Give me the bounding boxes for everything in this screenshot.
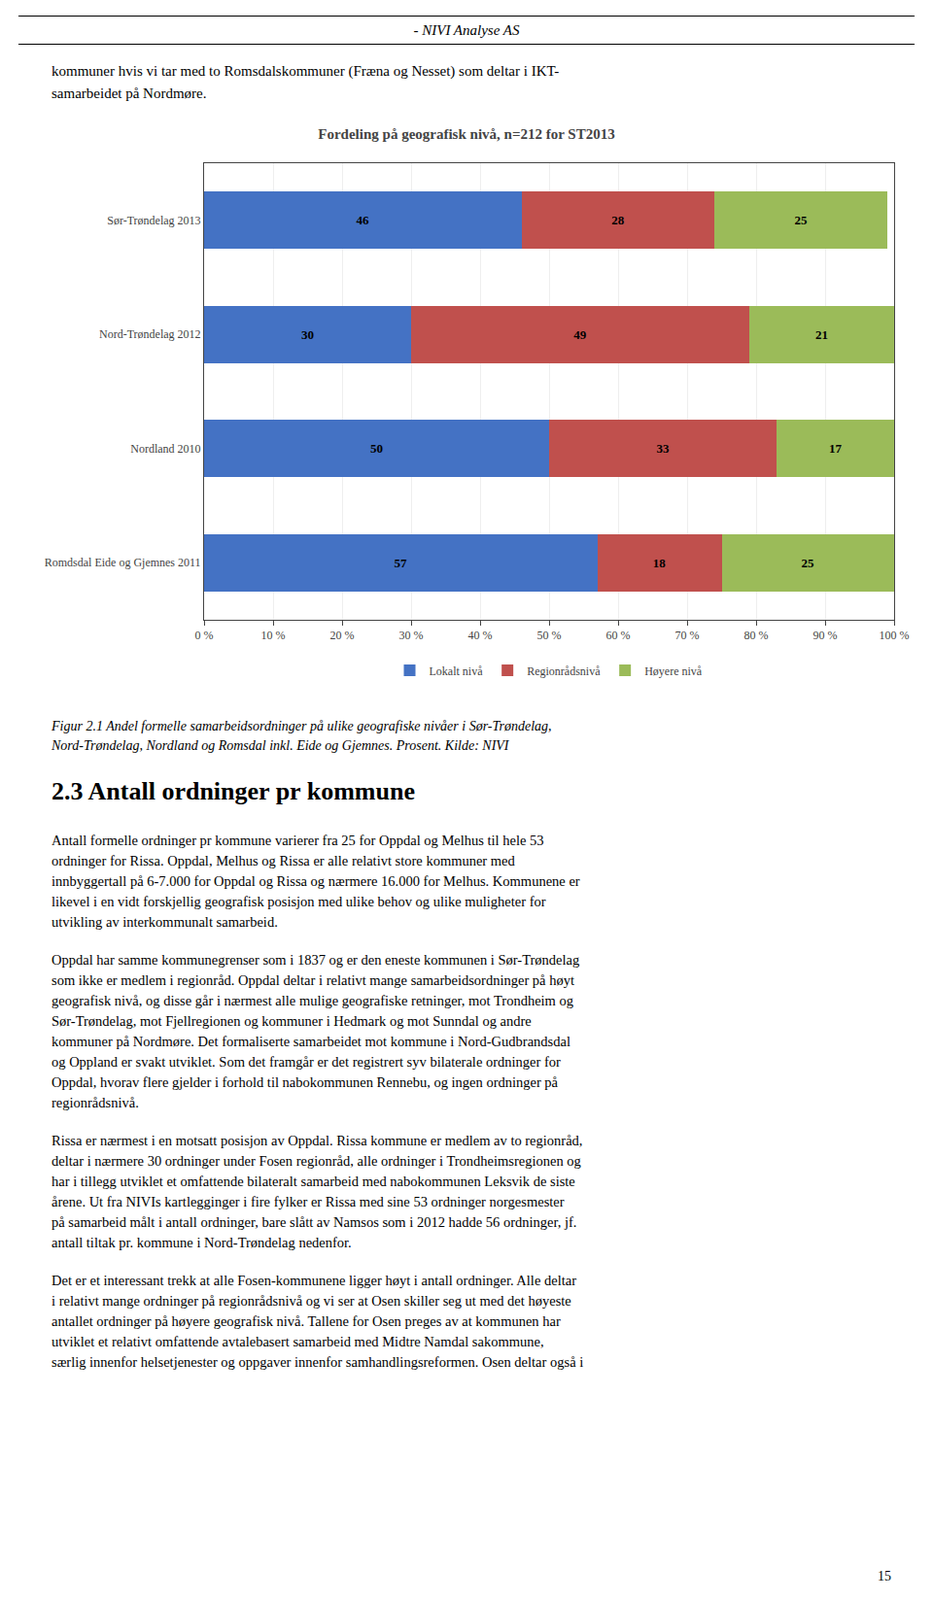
svg-text:0 %: 0 % [195,628,214,643]
svg-text:17: 17 [829,441,843,456]
svg-text:18: 18 [653,555,667,571]
svg-text:40 %: 40 % [468,628,493,643]
svg-text:Sør-Trøndelag 2013: Sør-Trøndelag 2013 [106,213,201,228]
svg-text:70 %: 70 % [675,628,700,643]
svg-text:25: 25 [801,555,816,571]
svg-text:100 %: 100 % [879,628,910,643]
html-text:- NIVI Analyse AS: - NIVI Analyse AS [413,22,520,38]
svg-text:46: 46 [356,212,371,228]
svg-text:Regionrådsnivå: Regionrådsnivå [526,664,601,679]
svg-text:50 %: 50 % [537,628,562,643]
html-text:15: 15 [877,1569,892,1585]
svg-text:25: 25 [794,212,808,228]
svg-text:Lokalt nivå: Lokalt nivå [429,664,484,679]
svg-text:30 %: 30 % [399,628,424,643]
svg-text:80 %: 80 % [744,628,769,643]
svg-text:21: 21 [815,327,829,343]
html-text:Rissa er nærmest i en motsatt: Rissa er nærmest i en motsatt posisjon a… [51,1133,583,1252]
svg-text:60 %: 60 % [606,628,631,643]
html-text:Det er et interessant trekk at: Det er et interessant trekk at alle Fose… [51,1273,584,1371]
svg-text:33: 33 [656,441,670,456]
svg-text:Romdsdal Eide og Gjemnes 2011: Romdsdal Eide og Gjemnes 2011 [44,555,202,570]
svg-text:20 %: 20 % [330,628,355,643]
svg-text:90 %: 90 % [813,628,838,643]
svg-text:Nord-Trøndelag 2012: Nord-Trøndelag 2012 [99,327,202,342]
html-text:kommuner hvis vi tar med to Ro: kommuner hvis vi tar med to Romsdalskomm… [51,63,560,101]
svg-text:49: 49 [573,327,588,343]
svg-text:10 %: 10 % [261,628,286,643]
svg-text:28: 28 [611,212,625,228]
svg-text:57: 57 [394,555,409,571]
html-text:2.3 Antall ordninger pr kommun: 2.3 Antall ordninger pr kommune [51,777,415,806]
svg-text:Nordland 2010: Nordland 2010 [130,442,201,456]
svg-text:Fordeling på geografisk nivå,: Fordeling på geografisk nivå, n=212 for … [317,126,615,142]
html-text:Oppdal har samme kommunegrense: Oppdal har samme kommunegrenser som i 18… [51,952,580,1112]
svg-text:50: 50 [370,441,383,456]
html-text:Antall formelle ordninger pr k: Antall formelle ordninger pr kommune var… [51,832,580,931]
svg-text:30: 30 [301,327,314,343]
html-text:Figur 2.1 Andel formelle samar: Figur 2.1 Andel formelle samarbeidsordni… [51,719,552,753]
svg-text:Høyere nivå: Høyere nivå [644,664,703,679]
